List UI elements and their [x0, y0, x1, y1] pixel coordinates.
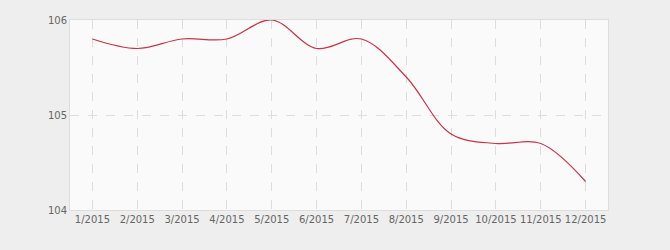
svg-text:5/2015: 5/2015	[254, 214, 289, 225]
svg-text:106: 106	[48, 15, 67, 26]
svg-text:11/2015: 11/2015	[520, 214, 562, 225]
svg-text:2/2015: 2/2015	[120, 214, 155, 225]
svg-text:4/2015: 4/2015	[209, 214, 244, 225]
svg-text:12/2015: 12/2015	[565, 214, 607, 225]
svg-text:3/2015: 3/2015	[164, 214, 199, 225]
svg-text:6/2015: 6/2015	[299, 214, 334, 225]
svg-text:105: 105	[48, 110, 67, 121]
svg-text:1/2015: 1/2015	[75, 214, 110, 225]
svg-text:7/2015: 7/2015	[344, 214, 379, 225]
svg-text:9/2015: 9/2015	[433, 214, 468, 225]
svg-text:104: 104	[48, 205, 67, 216]
svg-text:8/2015: 8/2015	[389, 214, 424, 225]
svg-text:10/2015: 10/2015	[475, 214, 517, 225]
